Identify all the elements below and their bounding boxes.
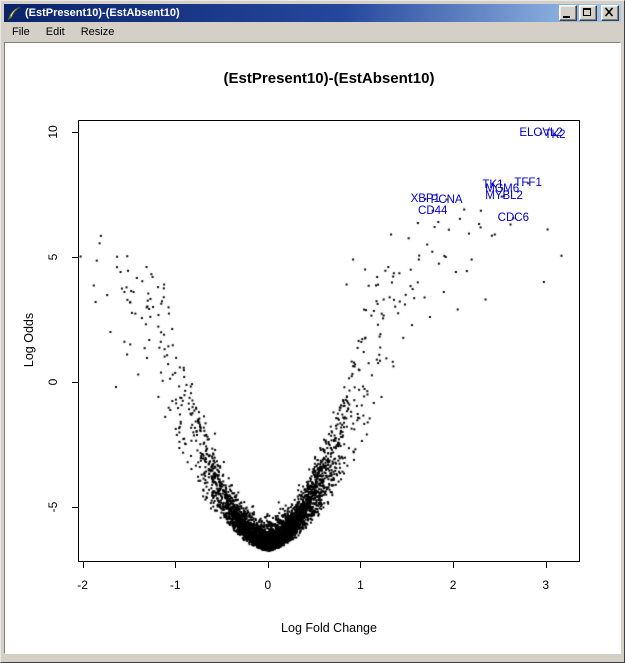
scatter-points-canvas [78,120,580,562]
y-tick [72,507,78,508]
gene-label-pcna: PCNA [430,193,463,206]
x-tick [453,562,455,568]
y-tick [72,132,78,133]
x-tick-label: -2 [77,578,88,592]
window-controls [557,5,621,21]
menu-edit[interactable]: Edit [45,26,65,38]
y-tick-label: 0 [46,378,60,386]
x-tick [360,562,362,568]
maximize-icon [583,8,591,16]
graphics-device-area: (EstPresent10)-(EstAbsent10) Log Fold Ch… [4,42,621,654]
close-button[interactable] [601,5,619,21]
y-tick-label: -5 [46,501,60,513]
x-tick [175,562,177,568]
r-graphics-quill-icon [7,6,21,20]
title-bar[interactable]: (EstPresent10)-(EstAbsent10) [4,4,621,22]
gene-label-cd44: CD44 [418,204,448,217]
minimize-icon [563,16,570,18]
plot-border-box [78,120,580,562]
x-tick [267,562,269,568]
x-axis-label: Log Fold Change [281,621,377,635]
x-tick [545,562,547,568]
gene-label-cdc6: CDC6 [497,212,529,225]
gene-label-mybl2: MYBL2 [485,189,523,202]
x-tick [82,562,84,568]
menu-file[interactable]: File [12,26,30,38]
y-axis-label: Log Odds [22,312,36,368]
chart-title: (EstPresent10)-(EstAbsent10) [223,70,435,87]
y-tick-label: 5 [46,253,60,261]
menu-resize[interactable]: Resize [80,26,115,38]
minimize-button[interactable] [559,5,577,21]
gene-label-elovl2: ELOVL2 [519,127,563,140]
gene-label-tk2: TK2 [544,129,566,141]
gene-label-tff1: TFF1 [514,177,542,190]
y-tick [72,257,78,258]
gene-label-mcm6: MCM6 [485,183,520,195]
gene-label-xbp1: XBP1 [410,193,441,205]
x-tick-label: 3 [542,578,550,592]
maximize-button[interactable] [579,5,597,21]
x-tick-label: -1 [169,578,181,592]
close-icon [604,7,614,17]
window-title: (EstPresent10)-(EstAbsent10) [25,7,180,19]
gene-label-tk1: TK1 [482,178,504,191]
menu-bar: File Edit Resize [4,22,621,42]
y-tick-label: 10 [46,125,60,139]
x-tick-label: 0 [264,578,272,592]
x-tick-label: 1 [357,578,364,592]
x-tick-label: 2 [449,578,457,592]
y-tick [72,382,78,383]
